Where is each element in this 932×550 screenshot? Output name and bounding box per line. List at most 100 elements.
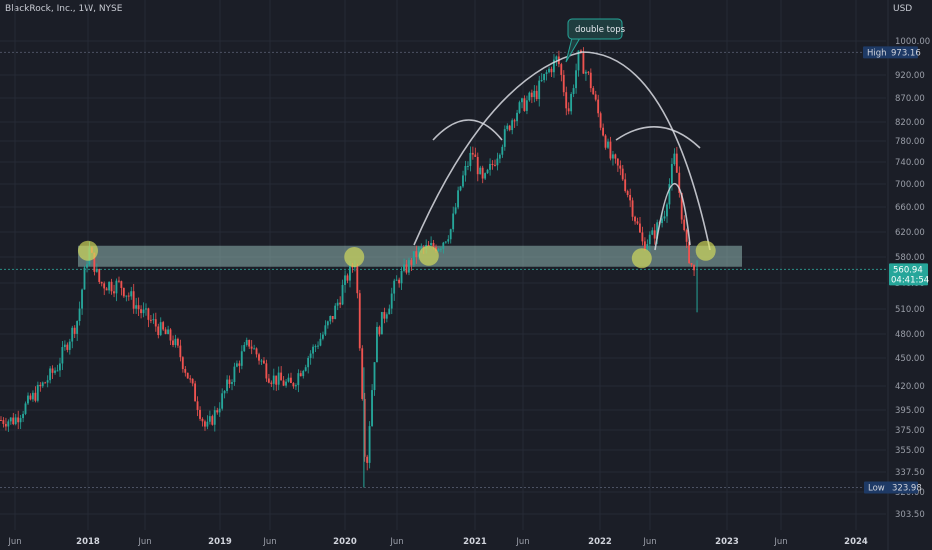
time-tick-label: 2022 (588, 537, 612, 547)
candle-body (54, 370, 56, 373)
candle-body (464, 165, 467, 176)
candle-body (604, 135, 607, 148)
price-tick-label: 580.00 (895, 253, 925, 263)
candle-body (46, 380, 49, 383)
candle-body (184, 369, 187, 373)
time-tick-label: Jun (389, 537, 403, 547)
candle-body (570, 93, 573, 112)
candle-body (597, 99, 600, 114)
candle-body (199, 409, 201, 419)
time-axis[interactable]: Jun 2018 Jun 2019 Jun 2020 Jun 2021 Jun 2022 Jun 20… (7, 537, 868, 547)
touch-marker (695, 240, 716, 261)
candle-body (292, 383, 295, 387)
candle-body (31, 392, 34, 400)
candle-body (361, 348, 364, 399)
candle-body (631, 200, 634, 217)
annotation-callout[interactable]: double tops (565, 18, 626, 63)
candle-body (262, 360, 265, 364)
candle-body (648, 234, 651, 245)
candle-body (575, 70, 577, 89)
candle-body (690, 263, 693, 265)
candle-body (206, 421, 209, 427)
candle-body (132, 291, 135, 309)
candle-body (152, 319, 155, 321)
candle-body (71, 327, 74, 342)
reference-lines (0, 51, 886, 488)
candle-body (312, 346, 314, 354)
candle-body (122, 287, 125, 297)
candle-body (213, 410, 216, 425)
price-tick-label: 450.00 (895, 354, 925, 364)
candle-body (444, 241, 447, 243)
time-tick-label: Jun (137, 537, 151, 547)
candle-body (299, 373, 302, 377)
candle-body (159, 322, 162, 336)
candle-body (275, 375, 278, 385)
candle-body (81, 289, 83, 309)
candle-body (516, 112, 518, 122)
candle-body (474, 154, 477, 157)
candle-body (373, 362, 376, 391)
candle-body (466, 165, 469, 167)
candle-body (86, 264, 88, 268)
candle-body (285, 381, 287, 386)
candle-body (393, 280, 396, 294)
candle-body (208, 416, 211, 422)
candle-body (110, 281, 113, 292)
price-axis[interactable]: 1000.00 920.00 870.00 820.00 780.00 740.00 700… (895, 37, 930, 520)
candle-body (100, 281, 103, 284)
price-tick-label: 355.00 (895, 446, 925, 456)
candle-body (2, 420, 5, 424)
candle-body (282, 380, 285, 386)
candle-body (238, 363, 241, 366)
candle-body (449, 229, 452, 240)
candle-body (115, 280, 118, 294)
candle-body (235, 363, 238, 367)
time-tick-label: Jun (262, 537, 276, 547)
candle-body (194, 383, 197, 402)
candle-body (29, 395, 32, 400)
low-label: Low 323.98 (864, 481, 922, 494)
candle-body (162, 322, 165, 330)
candle-body (363, 398, 366, 457)
candle-body (442, 242, 445, 249)
candle-body (521, 98, 523, 103)
candle-body (368, 426, 371, 463)
left-top-arc (432, 119, 503, 141)
price-tick-label: 420.00 (895, 382, 925, 392)
candle-body (24, 403, 27, 414)
price-tick-label: 480.00 (895, 330, 925, 340)
time-tick-label: Jun (7, 537, 21, 547)
candle-body (324, 325, 327, 335)
candle-body (147, 308, 150, 320)
candle-body (420, 247, 423, 249)
candle-body (233, 366, 236, 383)
candle-body (319, 338, 322, 346)
candle-body (181, 357, 184, 370)
time-tick-label: 2024 (844, 537, 868, 547)
candle-body (145, 308, 147, 310)
candle-body (641, 232, 644, 242)
candle-body (17, 417, 20, 423)
candle-body (334, 305, 337, 320)
candle-body (302, 370, 305, 377)
candle-body (629, 194, 632, 201)
candle-body (587, 71, 590, 73)
candle-body (280, 372, 283, 381)
candle-body (135, 305, 138, 309)
candle-body (535, 90, 538, 100)
candle-body (562, 74, 565, 93)
candle-body (476, 156, 479, 175)
candle-body (400, 270, 403, 284)
time-tick-label: Jun (515, 537, 529, 547)
candle-body (176, 338, 179, 346)
candle-body (41, 382, 44, 387)
candle-body (685, 230, 688, 242)
candle-body (430, 242, 432, 246)
candle-body (240, 351, 243, 366)
candle-body (385, 314, 388, 319)
candle-body (277, 372, 280, 385)
candle-body (518, 102, 521, 113)
candle-body (98, 269, 101, 282)
